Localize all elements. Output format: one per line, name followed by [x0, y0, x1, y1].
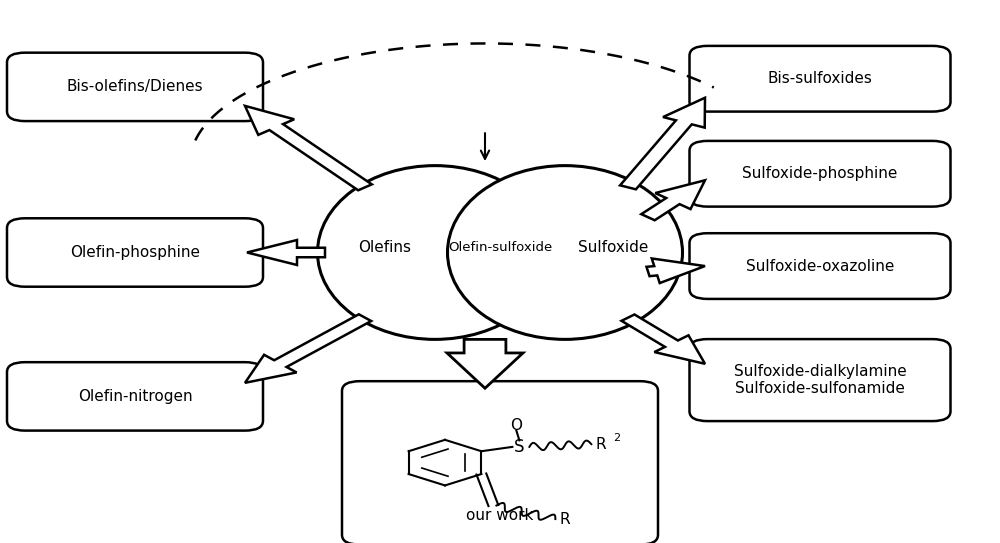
- Ellipse shape: [318, 166, 552, 339]
- Polygon shape: [641, 180, 705, 220]
- Text: Olefin-phosphine: Olefin-phosphine: [70, 245, 200, 260]
- Text: O: O: [510, 418, 522, 433]
- Polygon shape: [245, 106, 372, 190]
- Text: R: R: [595, 437, 606, 452]
- Polygon shape: [247, 240, 325, 265]
- Polygon shape: [622, 314, 705, 364]
- Polygon shape: [620, 98, 705, 190]
- FancyBboxPatch shape: [689, 233, 950, 299]
- Polygon shape: [447, 339, 523, 388]
- FancyBboxPatch shape: [689, 339, 950, 421]
- FancyBboxPatch shape: [689, 141, 950, 207]
- Text: 2: 2: [613, 433, 620, 443]
- Text: Olefin-nitrogen: Olefin-nitrogen: [78, 389, 192, 404]
- FancyBboxPatch shape: [689, 46, 950, 112]
- Text: Sulfoxide-dialkylamine
Sulfoxide-sulfonamide: Sulfoxide-dialkylamine Sulfoxide-sulfona…: [734, 364, 906, 396]
- FancyBboxPatch shape: [7, 218, 263, 287]
- Text: Olefins: Olefins: [358, 239, 412, 255]
- FancyBboxPatch shape: [7, 53, 263, 121]
- Text: Olefin-sulfoxide: Olefin-sulfoxide: [448, 241, 552, 254]
- FancyBboxPatch shape: [342, 381, 658, 543]
- Polygon shape: [245, 314, 371, 383]
- Text: Bis-sulfoxides: Bis-sulfoxides: [768, 71, 872, 86]
- Text: R: R: [559, 512, 570, 527]
- Text: Sulfoxide-oxazoline: Sulfoxide-oxazoline: [746, 258, 894, 274]
- Text: Bis-olefins/Dienes: Bis-olefins/Dienes: [67, 79, 203, 94]
- Text: S: S: [514, 438, 525, 456]
- Text: Sulfoxide-phosphine: Sulfoxide-phosphine: [742, 166, 898, 181]
- FancyBboxPatch shape: [7, 362, 263, 431]
- Ellipse shape: [448, 166, 682, 339]
- Polygon shape: [646, 258, 705, 283]
- Text: our work: our work: [466, 508, 534, 523]
- Text: Sulfoxide: Sulfoxide: [578, 239, 648, 255]
